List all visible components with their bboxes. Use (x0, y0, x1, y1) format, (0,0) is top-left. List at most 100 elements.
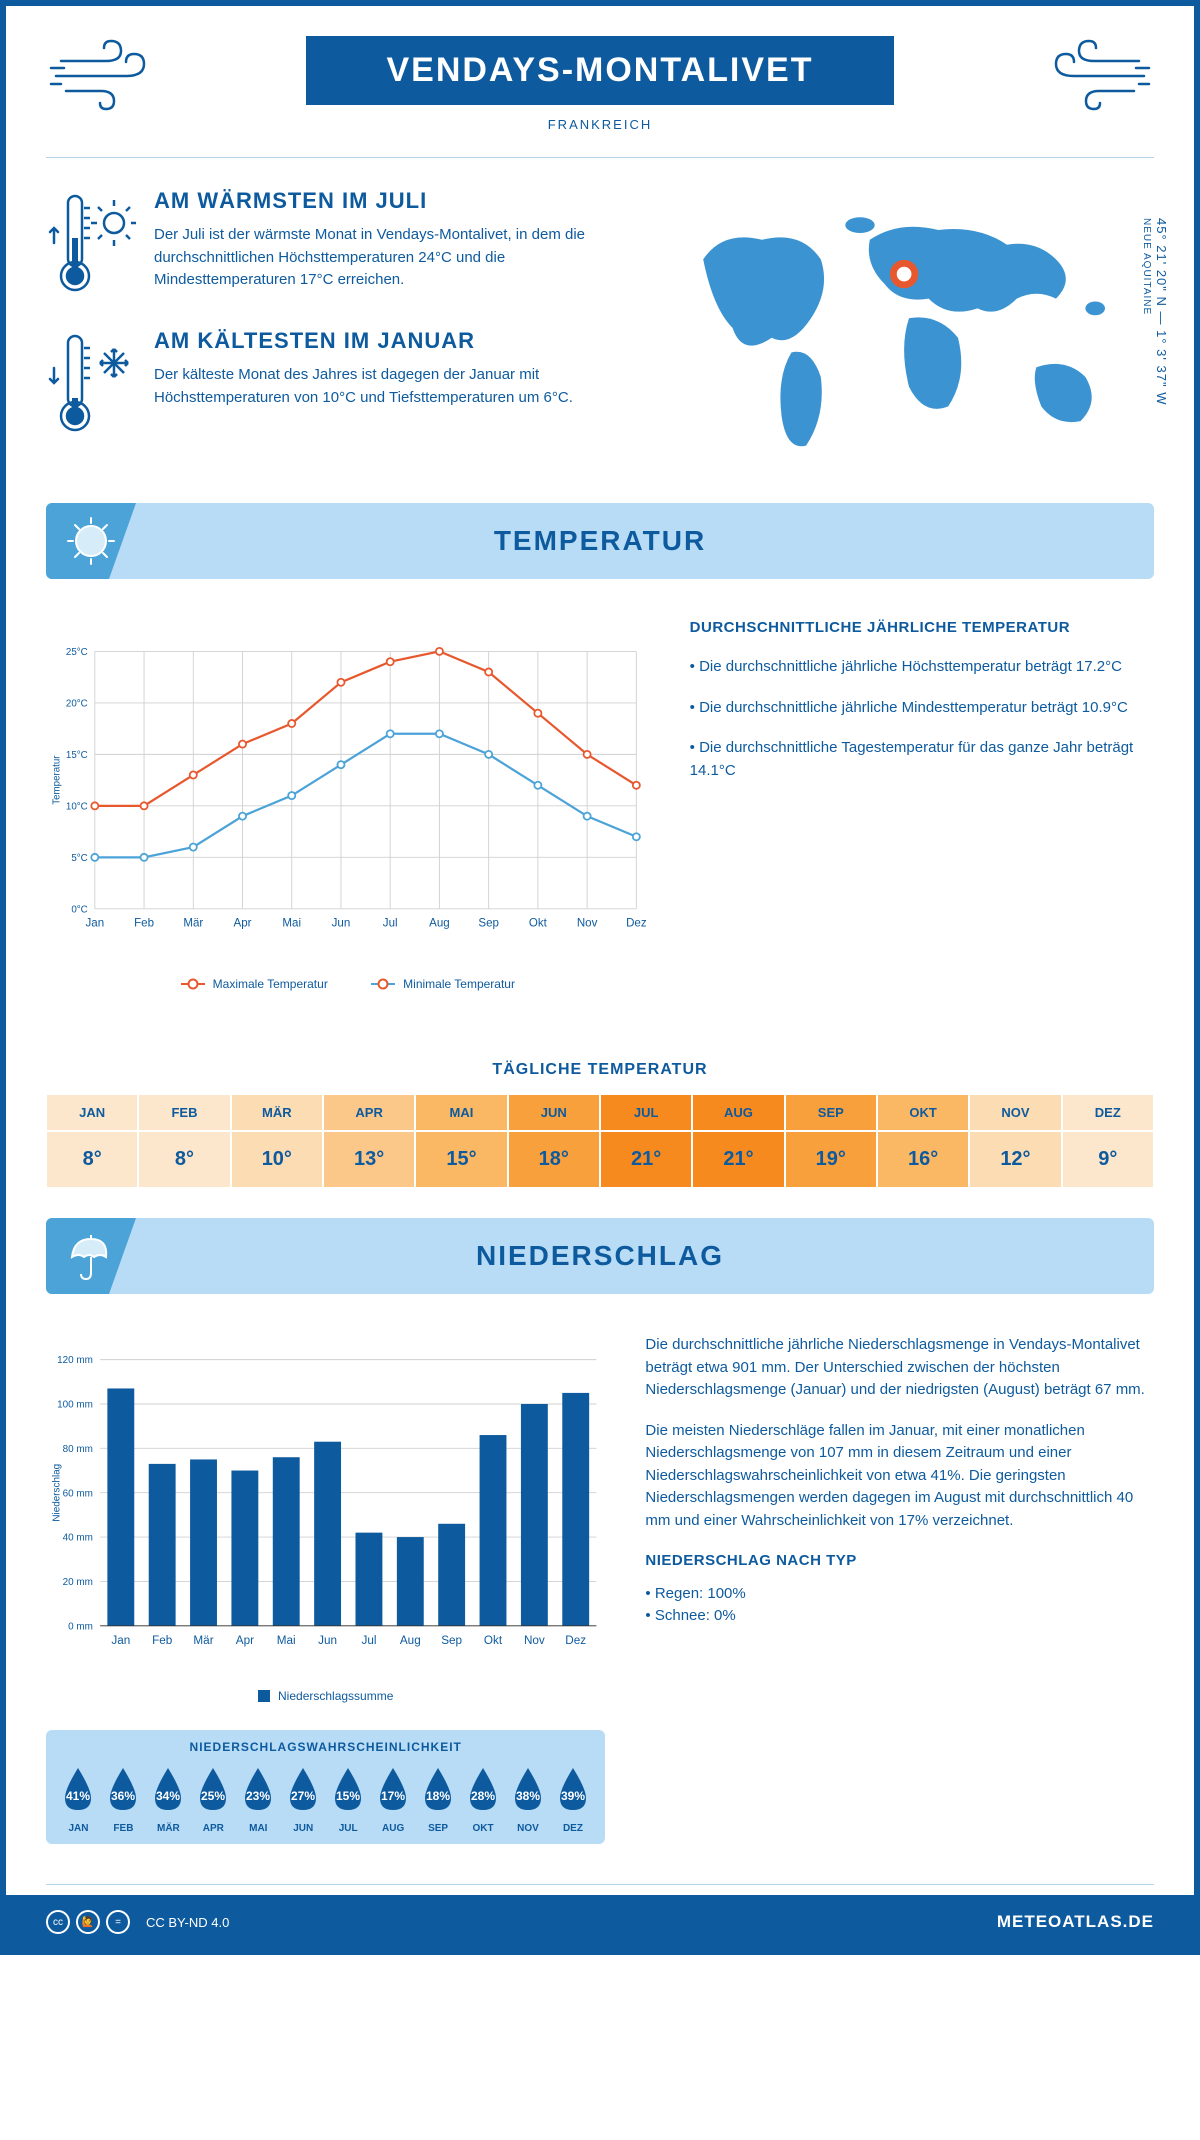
svg-text:34%: 34% (156, 1789, 180, 1803)
divider (46, 157, 1154, 158)
svg-text:17%: 17% (381, 1789, 405, 1803)
fact-warm-text: Der Juli ist der wärmste Monat in Venday… (154, 224, 634, 292)
svg-text:Aug: Aug (400, 1634, 421, 1647)
drop-item: 34%MÄR (146, 1764, 191, 1834)
section-title-temp: TEMPERATUR (494, 525, 706, 556)
drop-month: SEP (416, 1823, 461, 1834)
svg-text:25%: 25% (201, 1789, 225, 1803)
svg-text:Mär: Mär (183, 918, 203, 930)
drop-month: DEZ (550, 1823, 595, 1834)
temp-col-month: DEZ (1062, 1094, 1154, 1131)
precip-text: Die durchschnittliche jährliche Niedersc… (645, 1334, 1154, 1844)
legend-min: Minimale Temperatur (403, 977, 515, 991)
temp-col: AUG21° (692, 1094, 784, 1188)
header: VENDAYS-MONTALIVET FRANKREICH (6, 6, 1194, 147)
drop-month: NOV (506, 1823, 551, 1834)
page: VENDAYS-MONTALIVET FRANKREICH (0, 0, 1200, 1955)
svg-text:20°C: 20°C (66, 698, 88, 709)
nd-icon: = (106, 1910, 130, 1934)
temp-info-title: DURCHSCHNITTLICHE JÄHRLICHE TEMPERATUR (690, 619, 1154, 636)
temp-col-value: 21° (692, 1131, 784, 1188)
fact-cold-text: Der kälteste Monat des Jahres ist dagege… (154, 364, 634, 409)
temp-section: 0°C5°C10°C15°C20°C25°CJanFebMärAprMaiJun… (6, 589, 1194, 1031)
drop-item: 27%JUN (281, 1764, 326, 1834)
raindrop-icon: 27% (284, 1764, 322, 1814)
svg-text:Aug: Aug (429, 918, 450, 930)
svg-text:Sep: Sep (478, 918, 499, 930)
svg-text:Apr: Apr (236, 1634, 254, 1647)
daily-temp-table: JAN8°FEB8°MÄR10°APR13°MAI15°JUN18°JUL21°… (46, 1094, 1154, 1188)
svg-text:0°C: 0°C (71, 904, 87, 915)
cc-icon: cc (46, 1910, 70, 1934)
svg-text:27%: 27% (291, 1789, 315, 1803)
drop-month: FEB (101, 1823, 146, 1834)
raindrop-icon: 41% (59, 1764, 97, 1814)
temp-col-value: 18° (508, 1131, 600, 1188)
svg-text:20 mm: 20 mm (63, 1577, 93, 1588)
temp-col-month: NOV (969, 1094, 1061, 1131)
precip-p2: Die meisten Niederschläge fallen im Janu… (645, 1420, 1154, 1533)
thermometer-hot-icon (46, 188, 136, 298)
precip-b2: • Schnee: 0% (645, 1605, 1154, 1628)
thermometer-cold-icon (46, 328, 136, 438)
raindrop-icon: 34% (149, 1764, 187, 1814)
svg-text:Sep: Sep (441, 1634, 462, 1647)
map-column: 45° 21' 20" N — 1° 3' 37" W NEUE AQUITAI… (664, 188, 1154, 473)
temp-col-month: SEP (785, 1094, 877, 1131)
temp-col-value: 9° (1062, 1131, 1154, 1188)
temp-col-value: 21° (600, 1131, 692, 1188)
svg-text:38%: 38% (516, 1789, 540, 1803)
raindrop-icon: 25% (194, 1764, 232, 1814)
precip-left: 0 mm20 mm40 mm60 mm80 mm100 mm120 mmNied… (46, 1334, 605, 1844)
temp-info-b2: • Die durchschnittliche jährliche Mindes… (690, 697, 1154, 720)
fact-warm: AM WÄRMSTEN IM JULI Der Juli ist der wär… (46, 188, 634, 298)
temp-col-month: MAI (415, 1094, 507, 1131)
drop-item: 25%APR (191, 1764, 236, 1834)
svg-text:5°C: 5°C (71, 853, 87, 864)
longitude: 1° 3' 37" W (1154, 330, 1169, 405)
wind-icon (1044, 36, 1154, 116)
svg-text:Jul: Jul (361, 1634, 376, 1647)
temp-col-month: FEB (138, 1094, 230, 1131)
svg-text:Jul: Jul (383, 918, 398, 930)
intro-section: AM WÄRMSTEN IM JULI Der Juli ist der wär… (6, 168, 1194, 493)
svg-text:15°C: 15°C (66, 750, 88, 761)
temp-col-value: 19° (785, 1131, 877, 1188)
svg-text:Jan: Jan (111, 1634, 130, 1647)
sun-icon (46, 503, 136, 579)
raindrop-icon: 39% (554, 1764, 592, 1814)
precip-b1: • Regen: 100% (645, 1583, 1154, 1606)
svg-text:Feb: Feb (152, 1634, 173, 1647)
svg-text:Mai: Mai (282, 918, 301, 930)
drop-item: 15%JUL (326, 1764, 371, 1834)
temp-col-value: 13° (323, 1131, 415, 1188)
svg-text:18%: 18% (426, 1789, 450, 1803)
drop-item: 23%MAI (236, 1764, 281, 1834)
footer: cc 🙋 = CC BY-ND 4.0 METEOATLAS.DE (6, 1895, 1194, 1949)
drop-item: 28%OKT (461, 1764, 506, 1834)
temp-col: SEP19° (785, 1094, 877, 1188)
prob-title: NIEDERSCHLAGSWAHRSCHEINLICHKEIT (56, 1740, 595, 1754)
raindrop-icon: 23% (239, 1764, 277, 1814)
temp-col: DEZ9° (1062, 1094, 1154, 1188)
svg-text:Nov: Nov (577, 918, 598, 930)
by-icon: 🙋 (76, 1910, 100, 1934)
temp-info-b1: • Die durchschnittliche jährliche Höchst… (690, 656, 1154, 679)
temp-col: NOV12° (969, 1094, 1061, 1188)
fact-cold: AM KÄLTESTEN IM JANUAR Der kälteste Mona… (46, 328, 634, 438)
facts-column: AM WÄRMSTEN IM JULI Der Juli ist der wär… (46, 188, 634, 473)
svg-text:Jun: Jun (332, 918, 351, 930)
probability-box: NIEDERSCHLAGSWAHRSCHEINLICHKEIT 41%JAN36… (46, 1730, 605, 1844)
temp-col-month: APR (323, 1094, 415, 1131)
svg-text:Jan: Jan (86, 918, 105, 930)
wind-icon (46, 36, 156, 116)
drop-month: JAN (56, 1823, 101, 1834)
temp-col-value: 15° (415, 1131, 507, 1188)
temp-col-month: OKT (877, 1094, 969, 1131)
temp-col: FEB8° (138, 1094, 230, 1188)
svg-text:40 mm: 40 mm (63, 1533, 93, 1544)
precip-legend-label: Niederschlagssumme (278, 1689, 393, 1703)
license-text: CC BY-ND 4.0 (146, 1915, 229, 1930)
svg-text:120 mm: 120 mm (57, 1355, 93, 1366)
svg-text:Nov: Nov (524, 1634, 545, 1647)
